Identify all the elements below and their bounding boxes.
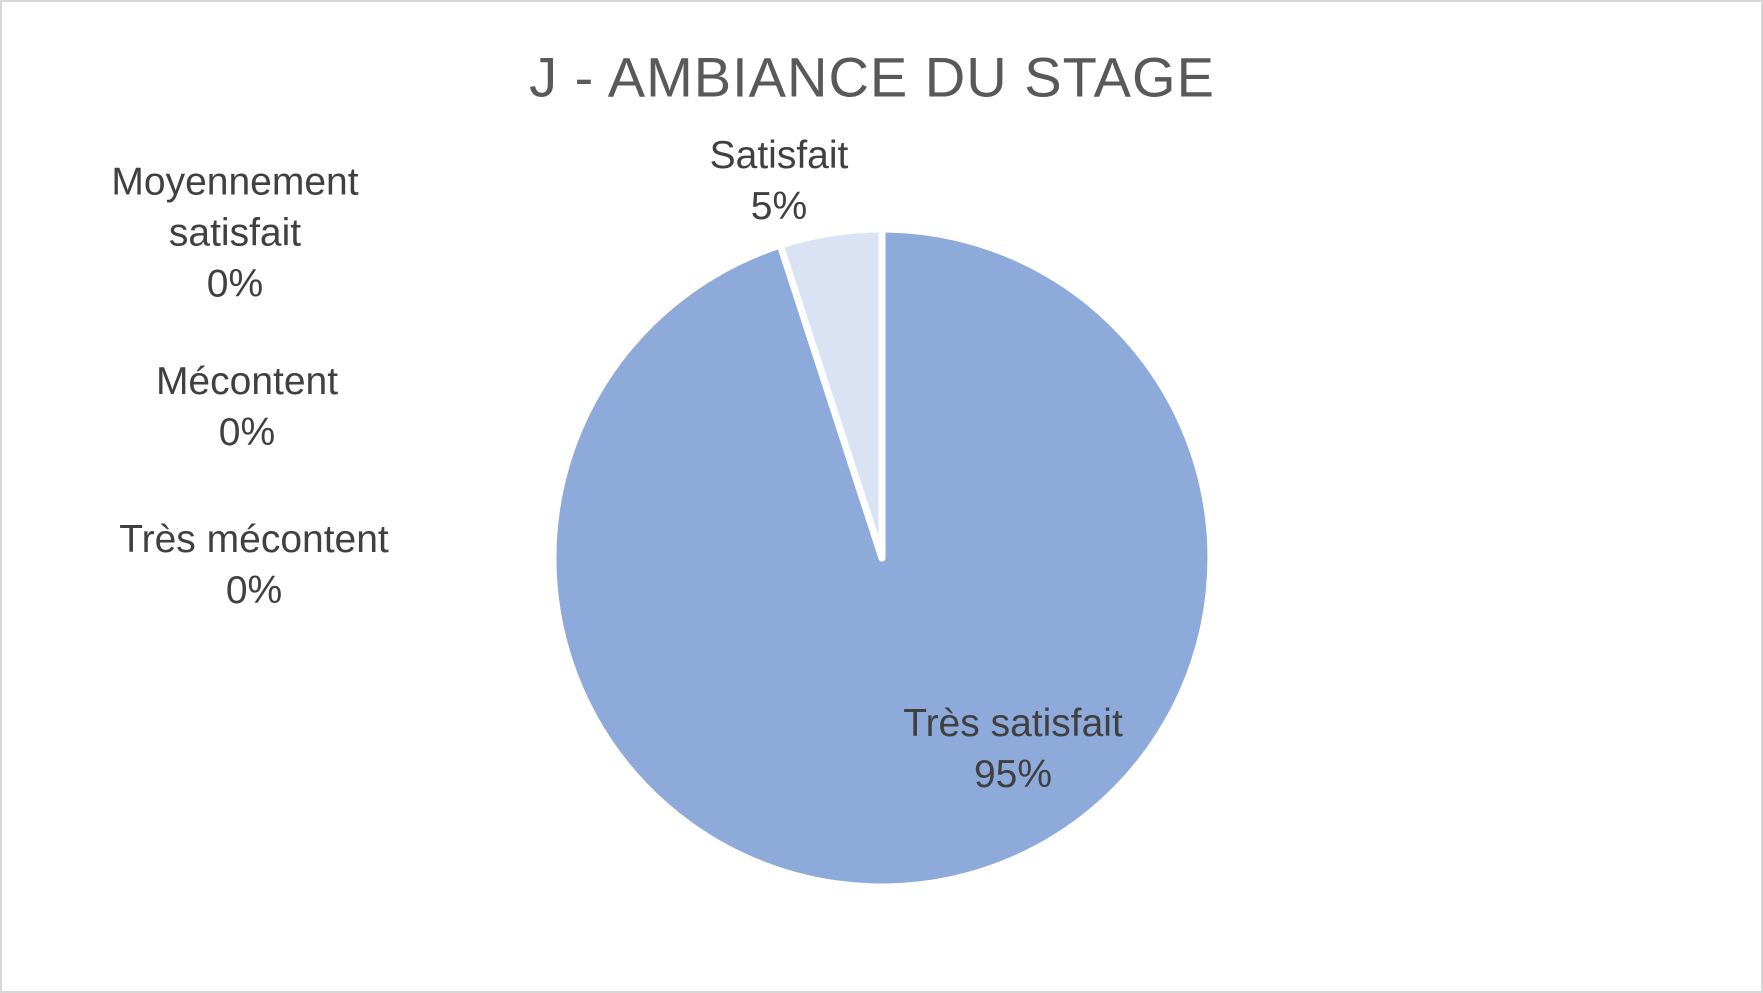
chart-title: J - AMBIANCE DU STAGE xyxy=(529,45,1215,109)
label-line: Moyennement xyxy=(111,160,359,204)
label-line: 95% xyxy=(973,753,1053,796)
pie-slice-satisfait xyxy=(776,225,886,562)
data-label-tres-mecontent: Très mécontent 0% xyxy=(119,514,389,616)
label-line: 0% xyxy=(206,262,264,306)
data-label-moyennement-satisfait: Moyennement satisfait 0% xyxy=(111,157,358,310)
data-label-mecontent: Mécontent 0% xyxy=(156,356,338,458)
label-line: 0% xyxy=(218,411,276,454)
data-label-tres-satisfait: Très satisfait 95% xyxy=(903,698,1123,800)
label-line: 0% xyxy=(225,569,283,612)
data-label-satisfait: Satisfait 5% xyxy=(710,130,849,232)
label-line: Très satisfait xyxy=(903,702,1123,745)
label-line: Mécontent xyxy=(155,360,339,403)
label-line: 5% xyxy=(750,185,808,228)
label-line: satisfait xyxy=(168,211,302,255)
label-line: Très mécontent xyxy=(119,518,389,561)
label-line: Satisfait xyxy=(709,134,849,177)
